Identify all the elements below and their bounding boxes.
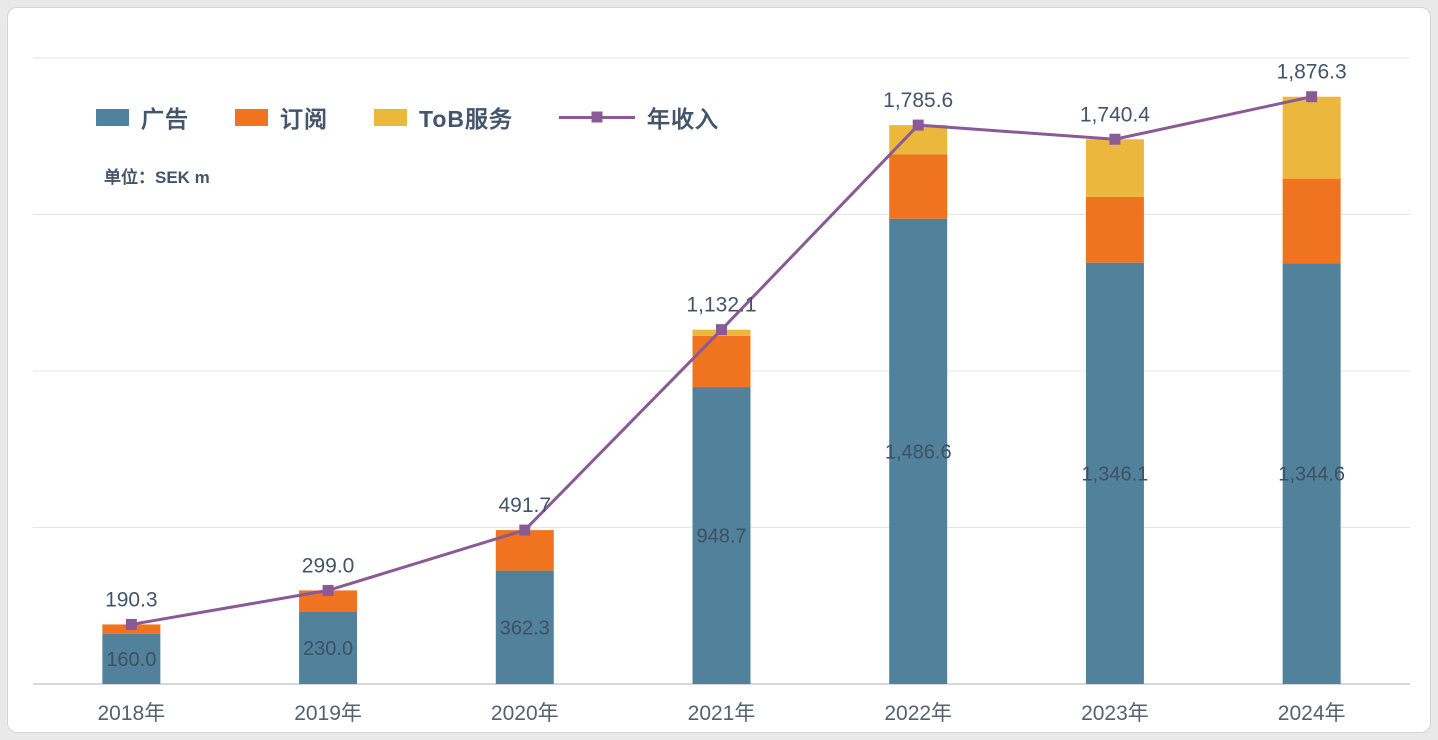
- revenue-value-label: 299.0: [302, 554, 355, 577]
- ads-bar-segment[interactable]: [102, 633, 161, 684]
- revenue-marker[interactable]: [912, 119, 924, 131]
- revenue-marker[interactable]: [716, 324, 727, 336]
- ads-bar-segment[interactable]: [1282, 263, 1341, 684]
- revenue-marker[interactable]: [322, 584, 334, 596]
- revenue-value-label: 1,740.4: [1080, 103, 1150, 126]
- revenue-marker[interactable]: [1306, 91, 1318, 103]
- revenue-line-sample-icon: [559, 111, 636, 123]
- tob-bar-segment[interactable]: [1282, 96, 1341, 179]
- revenue-marker[interactable]: [519, 524, 531, 536]
- revenue-marker[interactable]: [125, 618, 137, 630]
- ads-legend-swatch-icon: [96, 108, 129, 126]
- x-axis-label: 2018年: [97, 702, 165, 725]
- x-axis-label: 2022年: [884, 702, 952, 725]
- revenue-value-label: 1,876.3: [1277, 61, 1347, 84]
- ads-bar-segment[interactable]: [1085, 262, 1144, 684]
- ads-value-label: 948.7: [696, 526, 746, 548]
- revenue-marker[interactable]: [1109, 133, 1121, 145]
- tob-legend-swatch-icon: [374, 108, 407, 126]
- subscription-bar-segment[interactable]: [1282, 178, 1341, 264]
- x-axis-label: 2019年: [294, 702, 362, 725]
- legend-item-tob[interactable]: ToB服务: [374, 100, 513, 134]
- subscription-legend-swatch-icon: [235, 108, 268, 126]
- x-axis-label: 2021年: [688, 702, 756, 725]
- legend-label-ads: 广告: [141, 106, 189, 132]
- revenue-value-label: 190.3: [105, 588, 158, 611]
- ads-bar-segment[interactable]: [692, 387, 751, 684]
- legend-item-subscription[interactable]: 订阅: [235, 100, 328, 134]
- subscription-bar-segment[interactable]: [889, 154, 948, 219]
- ads-value-label: 160.0: [106, 649, 156, 671]
- ads-value-label: 1,346.1: [1082, 463, 1149, 485]
- ads-bar-segment[interactable]: [889, 218, 948, 684]
- ads-value-label: 1,344.6: [1278, 464, 1345, 486]
- legend-item-ads[interactable]: 广告: [96, 100, 189, 134]
- legend: 广告 订阅 ToB服务 年收入: [96, 100, 719, 134]
- subscription-bar-segment[interactable]: [1085, 196, 1144, 263]
- chart-canvas: 160.0 2018年 230.0 2019年 362.3 2020年 948.7 2021年…: [33, 57, 1410, 725]
- revenue-value-label: 491.7: [499, 494, 552, 517]
- revenue-value-label: 1,785.6: [883, 89, 953, 112]
- legend-label-revenue: 年收入: [647, 106, 720, 132]
- x-axis-label: 2023年: [1081, 702, 1149, 725]
- legend-label-tob: ToB服务: [419, 106, 514, 132]
- revenue-value-label: 1,132.1: [686, 294, 756, 317]
- unit-label: 单位：SEK m: [104, 168, 210, 187]
- ads-bar-segment[interactable]: [299, 612, 358, 684]
- ads-value-label: 362.3: [500, 617, 550, 639]
- legend-label-subscription: 订阅: [280, 106, 328, 132]
- tob-bar-segment[interactable]: [1085, 139, 1144, 197]
- ads-value-label: 230.0: [303, 638, 353, 660]
- x-axis-label: 2020年: [491, 702, 559, 725]
- revenue-marker-icon: [591, 111, 603, 123]
- legend-item-revenue[interactable]: 年收入: [559, 100, 719, 134]
- x-axis-label: 2024年: [1278, 702, 1346, 725]
- ads-value-label: 1,486.6: [885, 441, 952, 463]
- ads-bar-segment[interactable]: [495, 570, 554, 684]
- subscription-bar-segment[interactable]: [692, 335, 751, 388]
- chart-panel: 广告 订阅 ToB服务 年收入 单位：SEK m 160.0 2018年 230.0…: [7, 7, 1431, 733]
- subscription-bar-segment[interactable]: [299, 590, 358, 613]
